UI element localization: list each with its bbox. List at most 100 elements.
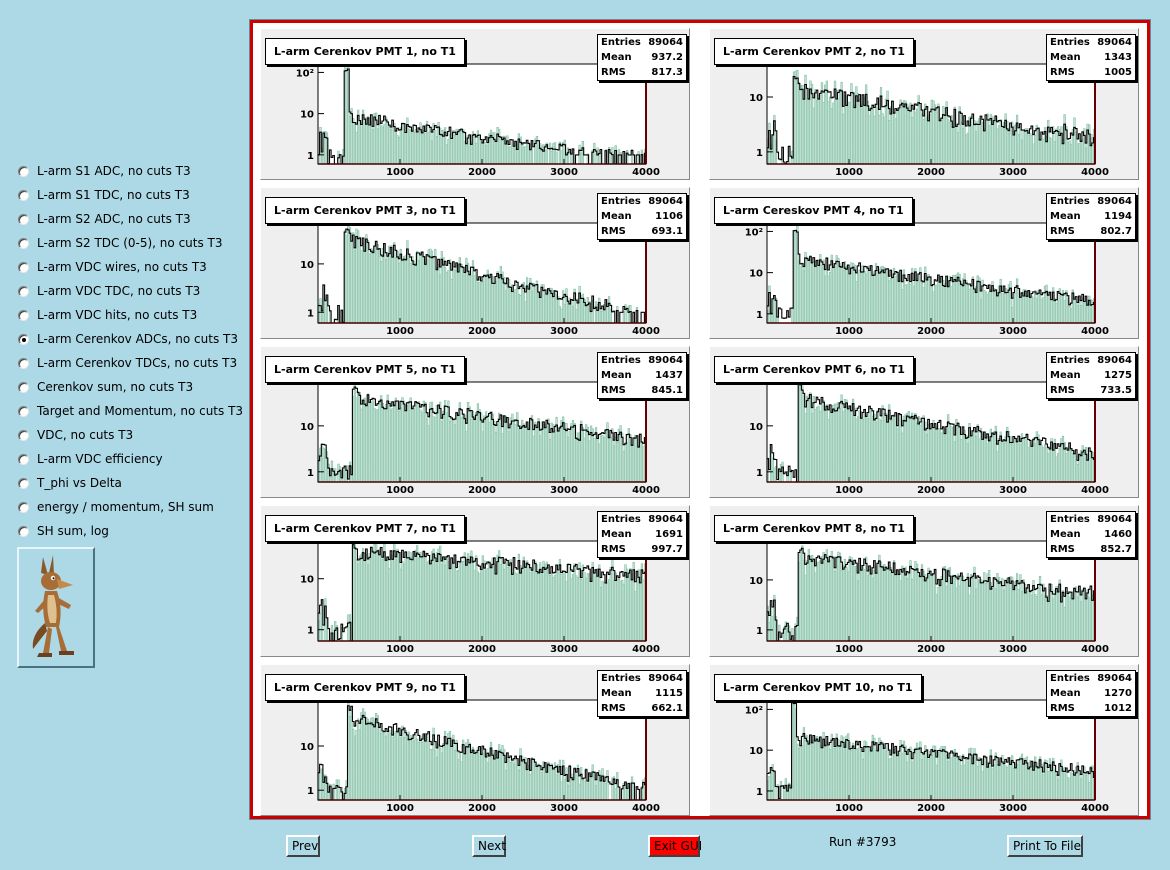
stats-label: RMS [601,544,626,555]
histogram-pad[interactable]: 1000 2000 3000 4000 1 10 L-arm Cerenkov PMT 8,… [709,505,1139,657]
radio-unchecked-icon[interactable] [18,261,29,273]
histogram-option[interactable]: Target and Momentum, no cuts T3 [18,400,243,422]
stats-row-entries: Entries 89064 [601,354,683,368]
stats-row-entries: Entries 89064 [1050,513,1132,527]
radio-unchecked-icon[interactable] [18,309,29,321]
histogram-option[interactable]: energy / momentum, SH sum [18,496,214,518]
stats-row-mean: Mean 1460 [1050,528,1132,542]
sidebar: L-arm S1 ADC, no cuts T3 L-arm S1 TDC, no… [0,0,250,870]
run-number-label: Run #3793 [829,835,897,849]
x-tick-label: 3000 [999,167,1027,178]
histogram-option[interactable]: Cerenkov sum, no cuts T3 [18,376,193,398]
histogram-option-label: Target and Momentum, no cuts T3 [37,404,244,418]
stats-label: RMS [1050,544,1075,555]
histogram-pad[interactable]: 1000 2000 3000 4000 1 10 L-arm Cerenkov PMT 7,… [260,505,690,657]
x-tick-label: 1000 [386,326,414,337]
histogram-option-label: L-arm VDC hits, no cuts T3 [37,308,198,322]
stats-label: Mean [1050,211,1081,222]
x-tick-label: 4000 [1081,326,1109,337]
histogram-option[interactable]: L-arm VDC efficiency [18,448,163,470]
logo-button[interactable] [17,547,95,668]
print-to-file-button[interactable]: Print To File [1007,835,1083,857]
histogram-option[interactable]: L-arm S1 TDC, no cuts T3 [18,184,190,206]
stats-value: 1005 [1104,67,1132,78]
histogram-option[interactable]: L-arm VDC wires, no cuts T3 [18,256,207,278]
radio-unchecked-icon[interactable] [18,429,29,441]
histogram-option[interactable]: L-arm VDC TDC, no cuts T3 [18,280,200,302]
stats-row-rms: RMS 1012 [1050,702,1132,716]
stats-label: RMS [601,67,626,78]
stats-value: 1270 [1104,688,1132,699]
stats-label: RMS [1050,703,1075,714]
stats-row-entries: Entries 89064 [601,36,683,50]
stats-label: Entries [601,673,641,684]
x-tick-label: 2000 [468,326,496,337]
histogram-pad[interactable]: 1000 2000 3000 4000 1 10 L-arm Cerenkov PMT 6,… [709,346,1139,498]
stats-row-mean: Mean 1106 [601,210,683,224]
histogram-option[interactable]: T_phi vs Delta [18,472,122,494]
y-tick-label: 10 [300,575,314,586]
radio-unchecked-icon[interactable] [18,453,29,465]
stats-label: RMS [601,385,626,396]
radio-unchecked-icon[interactable] [18,189,29,201]
stats-label: Mean [1050,688,1081,699]
exit-gui-button[interactable]: Exit GUI [648,835,702,857]
histogram-pad[interactable]: 1000 2000 3000 4000 1 10 10² L-arm Cerenkov PMT… [260,28,690,180]
radio-checked-icon[interactable] [18,333,29,345]
radio-unchecked-icon[interactable] [18,501,29,513]
stats-value: 1343 [1104,52,1132,63]
stats-label: Entries [1050,37,1090,48]
radio-unchecked-icon[interactable] [18,285,29,297]
stats-row-entries: Entries 89064 [601,513,683,527]
histogram-option[interactable]: L-arm S2 ADC, no cuts T3 [18,208,191,230]
histogram-pad[interactable]: 1000 2000 3000 4000 1 10 L-arm Cerenkov PMT 2,… [709,28,1139,180]
radio-unchecked-icon[interactable] [18,237,29,249]
stats-row-rms: RMS 1005 [1050,66,1132,80]
histogram-plot: 1000 2000 3000 4000 1 10 [749,63,1109,178]
histogram-option[interactable]: L-arm Cerenkov ADCs, no cuts T3 [18,328,238,350]
stats-label: Entries [601,196,641,207]
x-tick-label: 4000 [1081,167,1109,178]
histogram-option[interactable]: L-arm Cerenkov TDCs, no cuts T3 [18,352,237,374]
stats-value: 802.7 [1100,226,1132,237]
stats-value: 1437 [655,370,683,381]
stats-row-entries: Entries 89064 [1050,672,1132,686]
y-tick-label: 10 [300,260,314,271]
x-tick-label: 2000 [917,167,945,178]
stats-value: 1012 [1104,703,1132,714]
stats-box: Entries 89064 Mean 1106 RMS 693.1 [597,193,687,240]
histogram-option[interactable]: L-arm S2 TDC (0-5), no cuts T3 [18,232,223,254]
histogram-option[interactable]: L-arm S1 ADC, no cuts T3 [18,160,191,182]
radio-unchecked-icon[interactable] [18,525,29,537]
radio-unchecked-icon[interactable] [18,213,29,225]
stats-row-mean: Mean 1691 [601,528,683,542]
histogram-pad[interactable]: 1000 2000 3000 4000 1 10 10² L-arm Cerenkov PMT… [709,664,1139,816]
stats-label: Mean [601,688,632,699]
radio-unchecked-icon[interactable] [18,405,29,417]
histogram-pad[interactable]: 1000 2000 3000 4000 1 10 L-arm Cerenkov PMT 3,… [260,187,690,339]
stats-value: 817.3 [651,67,683,78]
stats-row-rms: RMS 852.7 [1050,543,1132,557]
x-tick-label: 2000 [468,803,496,814]
radio-unchecked-icon[interactable] [18,381,29,393]
next-button[interactable]: Next [472,835,506,857]
histogram-plot: 1000 2000 3000 4000 1 10 10² [296,63,660,178]
histogram-option[interactable]: L-arm VDC hits, no cuts T3 [18,304,197,326]
histogram-option[interactable]: SH sum, log [18,520,109,542]
x-tick-label: 1000 [835,644,863,655]
histogram-pad[interactable]: 1000 2000 3000 4000 1 10 10² L-arm Cereskov PMT… [709,187,1139,339]
x-tick-label: 3000 [550,644,578,655]
histogram-plot: 1000 2000 3000 4000 1 10 [749,377,1109,496]
histogram-option[interactable]: VDC, no cuts T3 [18,424,133,446]
radio-unchecked-icon[interactable] [18,477,29,489]
radio-unchecked-icon[interactable] [18,357,29,369]
stats-row-mean: Mean 1194 [1050,210,1132,224]
stats-label: RMS [1050,67,1075,78]
histogram-pad[interactable]: 1000 2000 3000 4000 1 10 L-arm Cerenkov PMT 9,… [260,664,690,816]
histogram-pad[interactable]: 1000 2000 3000 4000 1 10 L-arm Cerenkov PMT 5,… [260,346,690,498]
prev-button[interactable]: Prev [286,835,320,857]
radio-unchecked-icon[interactable] [18,165,29,177]
stats-label: Mean [1050,370,1081,381]
stats-row-rms: RMS 997.7 [601,543,683,557]
histogram-option-label: L-arm Cerenkov ADCs, no cuts T3 [37,332,238,346]
